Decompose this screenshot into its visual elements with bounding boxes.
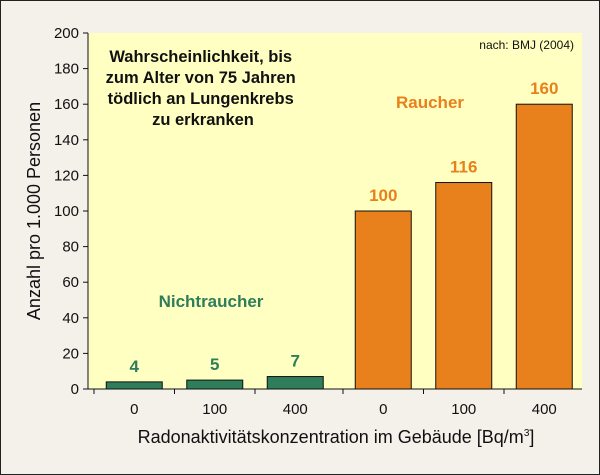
y-tick-label: 40 xyxy=(62,310,79,327)
x-axis-title-text: Radonaktivitätskonzentration im Gebäude … xyxy=(138,427,524,447)
y-tick-label: 120 xyxy=(54,167,79,184)
group-label-nichtraucher: Nichtraucher xyxy=(159,292,264,311)
chart-title: Wahrscheinlichkeit, bis zum Alter von 75… xyxy=(106,48,301,129)
bar-nichtraucher-0 xyxy=(105,381,163,390)
y-axis-title: Anzahl pro 1.000 Personen xyxy=(24,102,44,320)
bar-raucher-0 xyxy=(354,210,412,390)
y-tick-label: 60 xyxy=(62,274,79,291)
data-label: 160 xyxy=(530,79,558,98)
y-tick-label: 20 xyxy=(62,345,79,362)
y-tick-label: 100 xyxy=(54,203,79,220)
bar-nichtraucher-400 xyxy=(266,376,324,390)
bar-raucher-100 xyxy=(435,182,493,390)
x-tick-label: 100 xyxy=(451,401,476,418)
data-label: 5 xyxy=(210,355,219,374)
title-line-4: zu erkranken xyxy=(152,111,254,129)
source-note: nach: BMJ (2004) xyxy=(479,38,574,52)
y-tick-label: 80 xyxy=(62,239,79,256)
title-line-1: Wahrscheinlichkeit, bis xyxy=(109,48,292,66)
y-tick-label: 140 xyxy=(54,132,79,149)
x-tick-label: 0 xyxy=(130,401,138,418)
y-tick-label: 160 xyxy=(54,96,79,113)
group-label-raucher: Raucher xyxy=(396,93,464,112)
data-label: 7 xyxy=(291,352,300,371)
y-tick-label: 200 xyxy=(54,25,79,42)
y-tick-label: 180 xyxy=(54,61,79,78)
bar-raucher-400 xyxy=(515,103,573,390)
x-axis-title: Radonaktivitätskonzentration im Gebäude … xyxy=(138,427,535,447)
y-tick-label: 0 xyxy=(71,381,79,398)
x-tick-label: 0 xyxy=(379,401,387,418)
title-line-3: tödlich an Lungenkrebs xyxy=(108,90,294,108)
plot-area xyxy=(88,33,582,389)
x-axis-title-superscript: 3 xyxy=(524,428,530,439)
x-tick-label: 400 xyxy=(283,401,308,418)
x-axis: 0 100 400 0 100 400 xyxy=(88,388,582,418)
x-tick-label: 400 xyxy=(532,401,557,418)
bar-nichtraucher-100 xyxy=(186,379,244,390)
data-label: 100 xyxy=(369,186,397,205)
title-line-2: zum Alter von 75 Jahren xyxy=(106,69,296,87)
data-label: 4 xyxy=(130,357,140,376)
x-tick-label: 100 xyxy=(202,401,227,418)
data-label: 116 xyxy=(450,158,477,177)
bars: 4 5 7 100 116 160 xyxy=(105,79,573,390)
y-axis: 0 20 40 60 80 100 120 140 160 180 200 xyxy=(54,25,89,398)
x-axis-title-bracket: ] xyxy=(529,427,534,447)
